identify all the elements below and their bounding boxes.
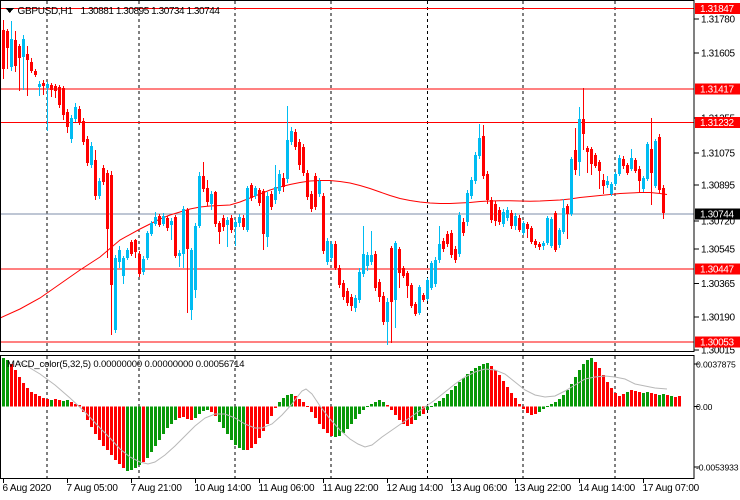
svg-text:1.30881 1.30895 1.30734 1.3074: 1.30881 1.30895 1.30734 1.30744: [81, 6, 221, 17]
svg-text:1.30447: 1.30447: [700, 265, 734, 276]
svg-text:1.30015: 1.30015: [701, 346, 735, 357]
svg-text:7 Aug 05:00: 7 Aug 05:00: [67, 483, 119, 494]
svg-text:13 Aug 06:00: 13 Aug 06:00: [451, 483, 508, 494]
svg-text:0.0037875: 0.0037875: [696, 360, 736, 370]
svg-text:0.00: 0.00: [696, 402, 713, 412]
svg-text:1.31847: 1.31847: [700, 4, 734, 15]
svg-text:1.31605: 1.31605: [701, 49, 735, 60]
svg-text:1.30895: 1.30895: [701, 181, 735, 192]
svg-text:1.30545: 1.30545: [701, 245, 735, 256]
svg-text:11 Aug 22:00: 11 Aug 22:00: [323, 483, 379, 494]
svg-text:MACD_color(5,32,5) 0.00000000: MACD_color(5,32,5) 0.00000000 0.00000000…: [7, 359, 244, 370]
svg-text:13 Aug 22:00: 13 Aug 22:00: [515, 483, 572, 494]
svg-text:-0.0053933: -0.0053933: [696, 463, 739, 473]
svg-text:1.30744: 1.30744: [700, 210, 734, 221]
svg-text:6 Aug 2020: 6 Aug 2020: [3, 483, 52, 494]
svg-text:1.30365: 1.30365: [701, 279, 735, 290]
svg-text:11 Aug 06:00: 11 Aug 06:00: [259, 483, 315, 494]
svg-text:10 Aug 14:00: 10 Aug 14:00: [195, 483, 252, 494]
svg-text:1.31417: 1.31417: [700, 85, 734, 96]
svg-text:1.31232: 1.31232: [700, 118, 734, 129]
svg-text:1.30053: 1.30053: [700, 338, 734, 349]
svg-text:1.30190: 1.30190: [701, 313, 735, 324]
svg-text:1.31780: 1.31780: [701, 15, 735, 26]
svg-text:17 Aug 07:00: 17 Aug 07:00: [643, 483, 700, 494]
svg-text:GBPUSD,H1: GBPUSD,H1: [18, 6, 74, 17]
svg-text:12 Aug 14:00: 12 Aug 14:00: [387, 483, 444, 494]
svg-text:14 Aug 14:00: 14 Aug 14:00: [579, 483, 636, 494]
svg-text:7 Aug 21:00: 7 Aug 21:00: [131, 483, 183, 494]
svg-text:1.30720: 1.30720: [701, 217, 735, 228]
svg-text:1.31075: 1.31075: [701, 149, 735, 160]
